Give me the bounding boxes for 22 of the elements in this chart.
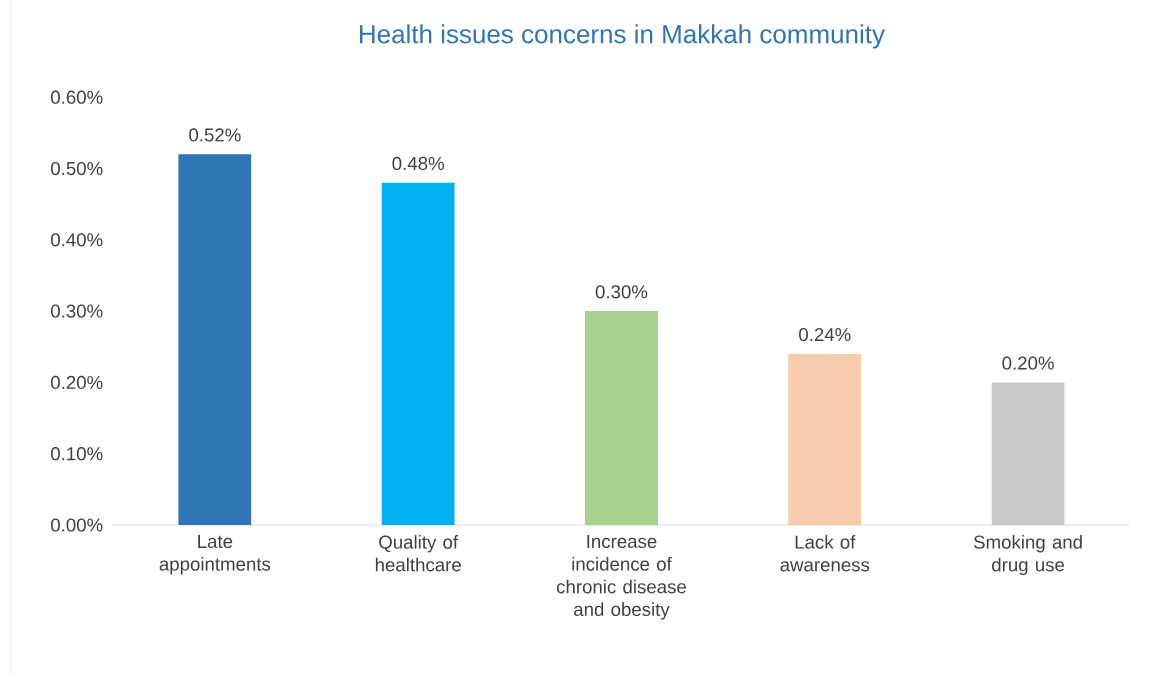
bar [585, 311, 658, 525]
x-tick-label: Smoking and drug use [973, 534, 1082, 575]
data-label: 0.20% [1002, 356, 1054, 370]
x-tick-label: Late appointments [159, 534, 271, 575]
y-tick-label: 0.30% [51, 304, 103, 318]
chart-title: Health issues concerns in Makkah community [360, 24, 885, 49]
bar [178, 154, 252, 525]
y-tick-label: 0.50% [51, 161, 103, 176]
y-tick-label: 0.60% [51, 90, 103, 104]
data-label: 0.52% [189, 128, 241, 142]
data-label: 0.48% [392, 156, 444, 170]
y-tick-label: 0.10% [51, 447, 103, 461]
y-tick-label: 0.40% [51, 233, 103, 247]
bar [788, 353, 862, 525]
y-tick-label: 0.20% [51, 375, 103, 389]
data-label: 0.30% [595, 285, 648, 299]
x-tick-label: Quality of healthcare [375, 534, 461, 572]
x-tick-label: Lack of awareness [780, 534, 870, 572]
bar [381, 182, 455, 525]
x-tick-label: Increase incidence of chronic disease and obesity [556, 534, 686, 620]
data-label: 0.24% [799, 327, 851, 342]
y-tick-label: 0.00% [51, 518, 103, 532]
